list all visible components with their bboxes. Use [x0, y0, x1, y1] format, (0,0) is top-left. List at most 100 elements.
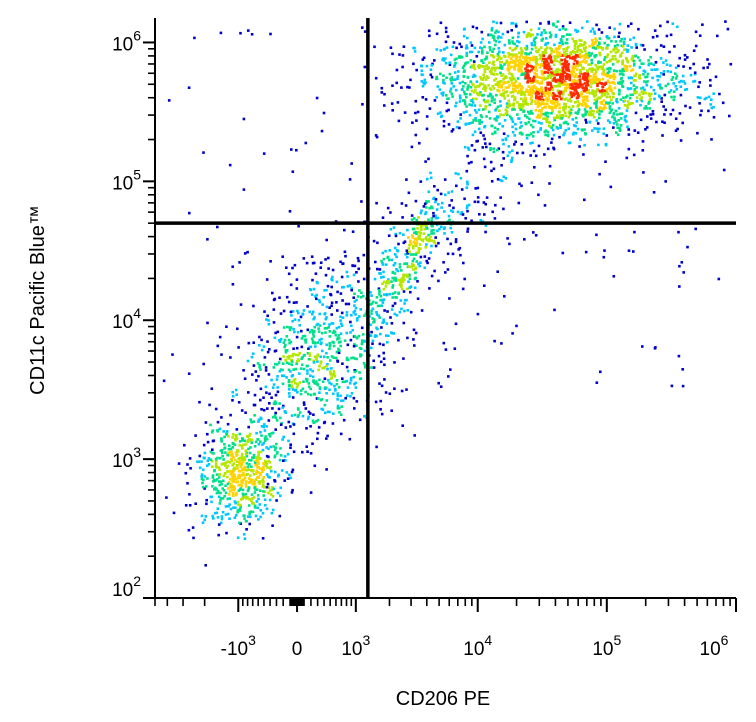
data-point: [611, 115, 614, 119]
data-point: [375, 313, 379, 316]
data-point: [284, 459, 287, 462]
data-point: [682, 80, 685, 83]
data-point: [396, 269, 399, 273]
data-point: [475, 119, 478, 122]
data-point: [564, 41, 567, 45]
data-point: [542, 52, 546, 56]
data-point: [635, 100, 639, 103]
data-point: [380, 276, 383, 279]
data-point: [632, 59, 636, 63]
data-point: [335, 280, 339, 284]
x-tick-label: 106: [700, 632, 729, 660]
data-point: [652, 88, 656, 92]
data-point: [628, 65, 632, 68]
data-point: [306, 378, 309, 381]
data-point: [291, 388, 295, 391]
data-point: [613, 44, 617, 48]
data-point: [306, 450, 309, 453]
data-point: [506, 61, 510, 64]
data-point: [454, 104, 457, 108]
data-point: [596, 44, 600, 48]
data-point: [339, 413, 343, 416]
data-point: [310, 328, 313, 332]
data-point: [283, 410, 287, 413]
data-point: [290, 491, 294, 494]
data-point: [492, 47, 495, 51]
data-point: [302, 309, 306, 312]
data-point: [382, 343, 385, 347]
data-point: [664, 59, 668, 62]
data-point: [200, 475, 203, 478]
data-point: [612, 73, 615, 76]
data-point: [202, 362, 205, 366]
data-point: [483, 68, 487, 71]
data-point: [534, 72, 538, 76]
data-point: [295, 346, 299, 350]
data-point: [519, 69, 523, 72]
data-point: [630, 76, 634, 80]
data-point: [540, 71, 544, 74]
data-point: [527, 85, 530, 88]
data-point: [722, 168, 726, 172]
data-point: [453, 63, 457, 67]
data-point: [493, 217, 497, 220]
data-point: [514, 127, 518, 131]
data-point: [297, 408, 300, 411]
data-point: [599, 46, 602, 49]
data-point: [243, 514, 246, 518]
data-point: [253, 479, 256, 483]
data-point: [632, 36, 636, 40]
data-point: [188, 211, 191, 215]
data-point: [379, 408, 382, 411]
data-point: [610, 98, 613, 102]
data-point: [412, 240, 416, 244]
data-point: [518, 117, 521, 120]
data-point: [483, 137, 486, 141]
data-point: [532, 77, 535, 81]
data-point: [312, 359, 315, 363]
data-point: [471, 66, 474, 69]
data-point: [341, 377, 344, 380]
data-point: [315, 96, 319, 100]
data-point: [242, 471, 245, 475]
data-point: [649, 97, 652, 101]
data-point: [572, 94, 576, 97]
data-point: [234, 493, 238, 497]
data-point: [567, 105, 571, 109]
data-point: [584, 250, 588, 254]
data-point: [216, 489, 220, 493]
data-point: [437, 381, 440, 385]
data-point: [623, 67, 627, 71]
data-point: [335, 350, 339, 354]
data-point: [402, 273, 405, 277]
data-point: [297, 353, 300, 357]
data-point: [231, 436, 234, 439]
data-point: [525, 35, 529, 39]
data-point: [504, 86, 508, 89]
data-point: [316, 382, 319, 386]
data-point: [593, 98, 597, 102]
data-point: [233, 458, 237, 462]
data-point: [360, 200, 363, 203]
data-point: [440, 114, 444, 118]
data-point: [267, 323, 271, 326]
data-point: [692, 49, 696, 52]
data-point: [625, 66, 628, 70]
data-point: [598, 37, 602, 40]
data-point: [333, 374, 337, 378]
data-point: [629, 22, 633, 25]
data-point: [239, 456, 242, 460]
data-point: [571, 87, 574, 91]
data-point: [565, 53, 569, 56]
data-point: [511, 74, 514, 77]
data-point: [243, 517, 246, 520]
data-point: [527, 93, 531, 96]
data-point: [405, 287, 409, 291]
data-point: [574, 111, 578, 115]
data-point: [500, 179, 504, 183]
data-point: [571, 80, 575, 84]
data-point: [432, 232, 435, 235]
data-point: [248, 463, 251, 466]
data-point: [620, 81, 623, 85]
data-point: [470, 64, 474, 67]
